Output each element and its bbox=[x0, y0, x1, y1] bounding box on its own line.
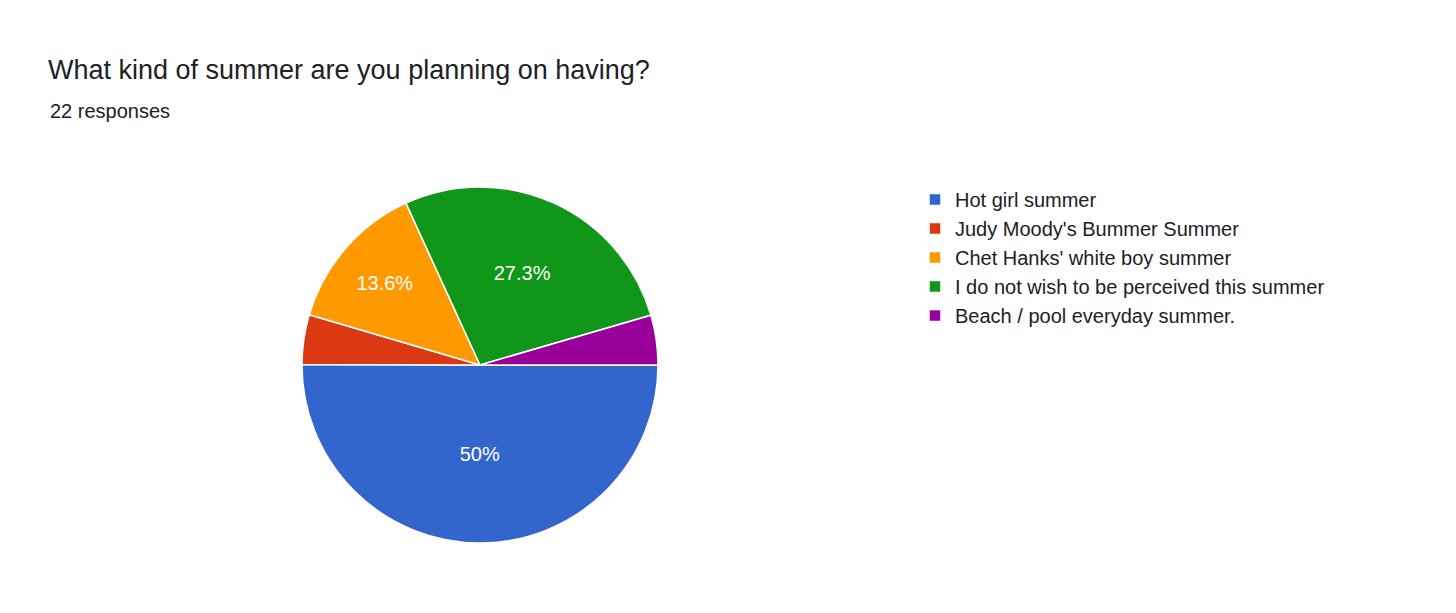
svg-text:50%: 50% bbox=[460, 443, 500, 465]
svg-text:Chet Hanks' white boy summer: Chet Hanks' white boy summer bbox=[955, 247, 1231, 269]
svg-text:Hot girl summer: Hot girl summer bbox=[955, 189, 1096, 211]
svg-text:Judy Moody's Bummer Summer: Judy Moody's Bummer Summer bbox=[955, 218, 1239, 240]
svg-text:27.3%: 27.3% bbox=[494, 262, 551, 284]
svg-text:22 responses: 22 responses bbox=[50, 100, 170, 122]
svg-text:I do not wish to be perceived: I do not wish to be perceived this summe… bbox=[955, 276, 1324, 298]
svg-text:Beach / pool everyday summer.: Beach / pool everyday summer. bbox=[955, 305, 1235, 327]
svg-text:What kind of summer are you pl: What kind of summer are you planning on … bbox=[48, 55, 650, 85]
svg-text:13.6%: 13.6% bbox=[356, 272, 413, 294]
